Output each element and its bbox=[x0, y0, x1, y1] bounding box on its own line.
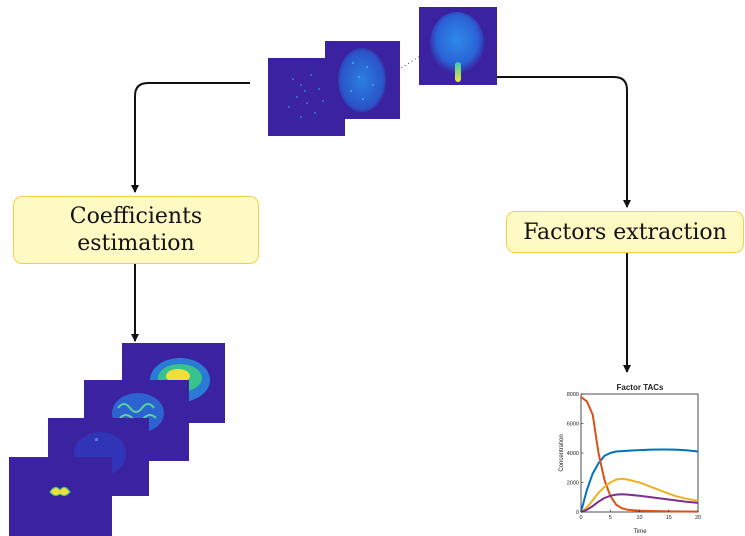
x-tick-label: 0 bbox=[579, 515, 582, 521]
y-tick-label: 8000 bbox=[567, 392, 579, 398]
y-axis-label: Concentration bbox=[559, 434, 565, 471]
coefficients-label-line1: Coefficients bbox=[69, 204, 203, 229]
coefficients-estimation-box: Coefficients estimation bbox=[13, 196, 259, 264]
factors-extraction-box: Factors extraction bbox=[506, 211, 744, 253]
series-line-4 bbox=[580, 493, 699, 513]
chart-title: Factor TACs bbox=[617, 383, 665, 392]
arrow-to-factors bbox=[497, 76, 631, 208]
pet-frame-late bbox=[419, 7, 497, 85]
factors-extraction-label: Factors extraction bbox=[523, 219, 727, 245]
y-tick-label: 0 bbox=[576, 510, 579, 516]
coefficient-map-4 bbox=[9, 457, 112, 536]
dotted-connector bbox=[397, 55, 421, 71]
plot-area bbox=[580, 393, 699, 513]
series-line-2 bbox=[580, 396, 699, 513]
coefficients-label-line2: estimation bbox=[77, 231, 195, 256]
arrow-to-coefficients bbox=[131, 82, 250, 193]
coefficient-maps-stack bbox=[9, 343, 225, 536]
factor-tacs-chart: Factor TACs 0 5 10 15 20 0 2000 4000 6000 8000 Ti… bbox=[559, 383, 701, 535]
y-tick-label: 6000 bbox=[567, 422, 579, 428]
input-image-stack bbox=[268, 7, 497, 136]
y-tick-label: 2000 bbox=[567, 481, 579, 487]
series-line-1 bbox=[580, 448, 699, 513]
pet-frame-middle bbox=[325, 41, 400, 119]
series-line-3 bbox=[580, 477, 699, 513]
x-tick-label: 20 bbox=[695, 515, 701, 521]
x-axis-label: Time bbox=[633, 529, 647, 535]
y-tick-label: 4000 bbox=[567, 451, 579, 457]
x-tick-label: 5 bbox=[609, 515, 612, 521]
x-tick-label: 15 bbox=[666, 515, 672, 521]
x-tick-label: 10 bbox=[636, 515, 642, 521]
